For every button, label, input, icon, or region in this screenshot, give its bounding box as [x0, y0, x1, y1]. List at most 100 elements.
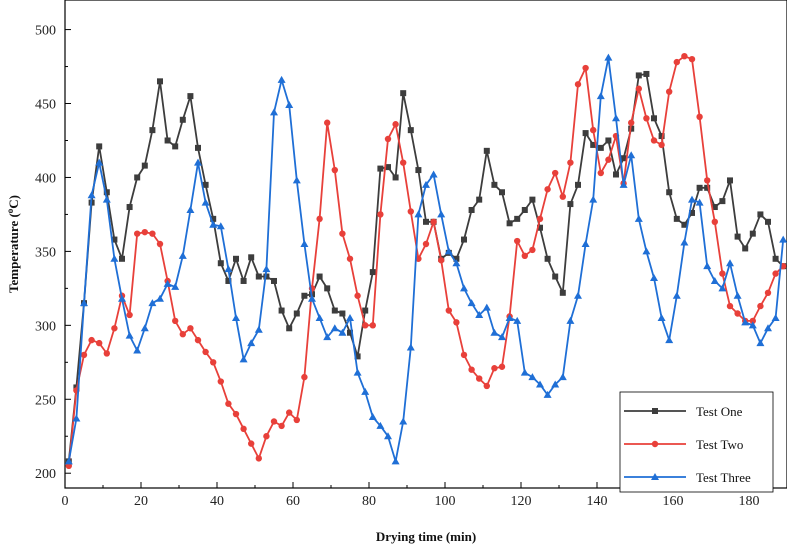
data-point-test-two [362, 322, 369, 329]
data-point-test-one [202, 181, 209, 188]
data-point-test-three [102, 195, 111, 203]
data-point-test-three [460, 284, 468, 292]
data-point-test-one [271, 277, 277, 284]
data-point-test-one [529, 196, 536, 203]
data-point-test-two [704, 177, 711, 184]
data-point-test-three [308, 294, 316, 302]
data-point-test-two [635, 85, 642, 92]
data-point-test-one [514, 215, 521, 222]
data-point-test-three [178, 251, 187, 259]
data-point-test-one [369, 269, 376, 276]
data-point-test-three [558, 373, 567, 381]
legend-swatch-marker [651, 440, 659, 448]
data-point-test-three [528, 373, 537, 381]
data-point-test-one [499, 189, 505, 196]
data-point-test-two [293, 416, 300, 424]
data-point-test-three [437, 210, 446, 218]
data-point-test-one [362, 307, 369, 314]
data-point-test-one [217, 260, 224, 267]
data-point-test-two [696, 113, 703, 121]
data-point-test-two [438, 257, 445, 264]
data-point-test-one [772, 255, 779, 262]
data-point-test-one [483, 147, 490, 154]
x-axis-title: Drying time (min) [376, 529, 476, 544]
data-point-test-three [596, 92, 605, 100]
data-point-test-two [369, 322, 376, 329]
data-point-test-one [103, 189, 110, 196]
data-point-test-one [468, 206, 475, 213]
data-point-test-two [278, 422, 285, 430]
data-point-test-two [194, 336, 202, 344]
data-point-test-three [163, 279, 172, 287]
data-point-test-two [187, 325, 194, 332]
data-point-test-two [734, 310, 741, 317]
data-point-test-one [476, 196, 483, 203]
y-tick-label: 350 [35, 245, 56, 260]
data-point-test-one [149, 127, 156, 134]
data-point-test-three [224, 265, 233, 273]
svg-text:Temperature (oC): Temperature (oC) [5, 195, 21, 293]
data-point-test-two [80, 351, 88, 359]
data-point-test-one [187, 93, 194, 100]
series-test-three [64, 53, 787, 465]
data-point-test-one [506, 220, 513, 227]
data-point-test-one [119, 255, 125, 262]
data-point-test-three [277, 75, 286, 83]
x-tick-label: 140 [587, 494, 608, 509]
plot-frame [64, 0, 787, 489]
data-point-test-three [72, 414, 81, 422]
data-point-test-two [126, 311, 133, 319]
data-point-test-three [467, 299, 476, 307]
data-point-test-one [491, 181, 498, 188]
data-point-test-two [544, 186, 551, 193]
data-point-test-three [346, 313, 354, 321]
data-point-test-three [133, 346, 142, 354]
y-tick-label: 400 [35, 171, 56, 186]
data-point-test-two [521, 252, 528, 260]
data-point-test-three [399, 417, 408, 425]
data-point-test-three [315, 313, 324, 321]
data-point-test-two [103, 350, 111, 357]
data-point-test-three [581, 240, 590, 247]
data-point-test-three [482, 303, 491, 311]
data-point-test-two [156, 240, 164, 248]
data-point-test-three [452, 259, 461, 267]
data-point-test-three [201, 198, 210, 206]
data-point-test-two [605, 156, 612, 163]
data-point-test-three [748, 321, 757, 329]
data-point-test-three [300, 240, 309, 247]
data-point-test-three [444, 247, 453, 255]
data-point-test-two [514, 237, 521, 245]
data-point-test-one [689, 209, 695, 216]
data-point-test-three [270, 108, 278, 116]
data-point-test-two [498, 363, 506, 370]
y-tick-label: 450 [35, 98, 56, 113]
x-tick-label: 120 [511, 494, 532, 509]
data-point-test-three [657, 313, 666, 321]
data-point-test-two [324, 119, 331, 126]
data-point-test-one [620, 155, 627, 162]
data-point-test-one [673, 215, 680, 222]
data-point-test-one [286, 325, 293, 332]
data-point-test-three [171, 282, 180, 290]
data-point-test-one [613, 171, 619, 178]
x-tick-label: 40 [210, 494, 224, 509]
data-point-test-three [232, 313, 240, 321]
data-point-test-one [544, 255, 551, 262]
data-point-test-two [400, 159, 407, 166]
data-point-test-three [627, 151, 636, 159]
data-point-test-one [400, 90, 407, 97]
data-point-test-one [233, 255, 239, 262]
data-point-test-three [285, 100, 294, 108]
data-point-test-three [619, 180, 628, 188]
data-point-test-two [559, 193, 566, 200]
data-point-test-three [194, 158, 202, 166]
data-point-test-three [338, 328, 347, 336]
data-point-test-two [491, 365, 498, 372]
data-point-test-one [195, 144, 201, 151]
data-point-test-two [574, 81, 582, 88]
data-point-test-three [672, 291, 681, 299]
data-point-test-three [642, 247, 651, 255]
data-point-test-two [567, 159, 574, 166]
data-point-test-three [118, 294, 126, 302]
